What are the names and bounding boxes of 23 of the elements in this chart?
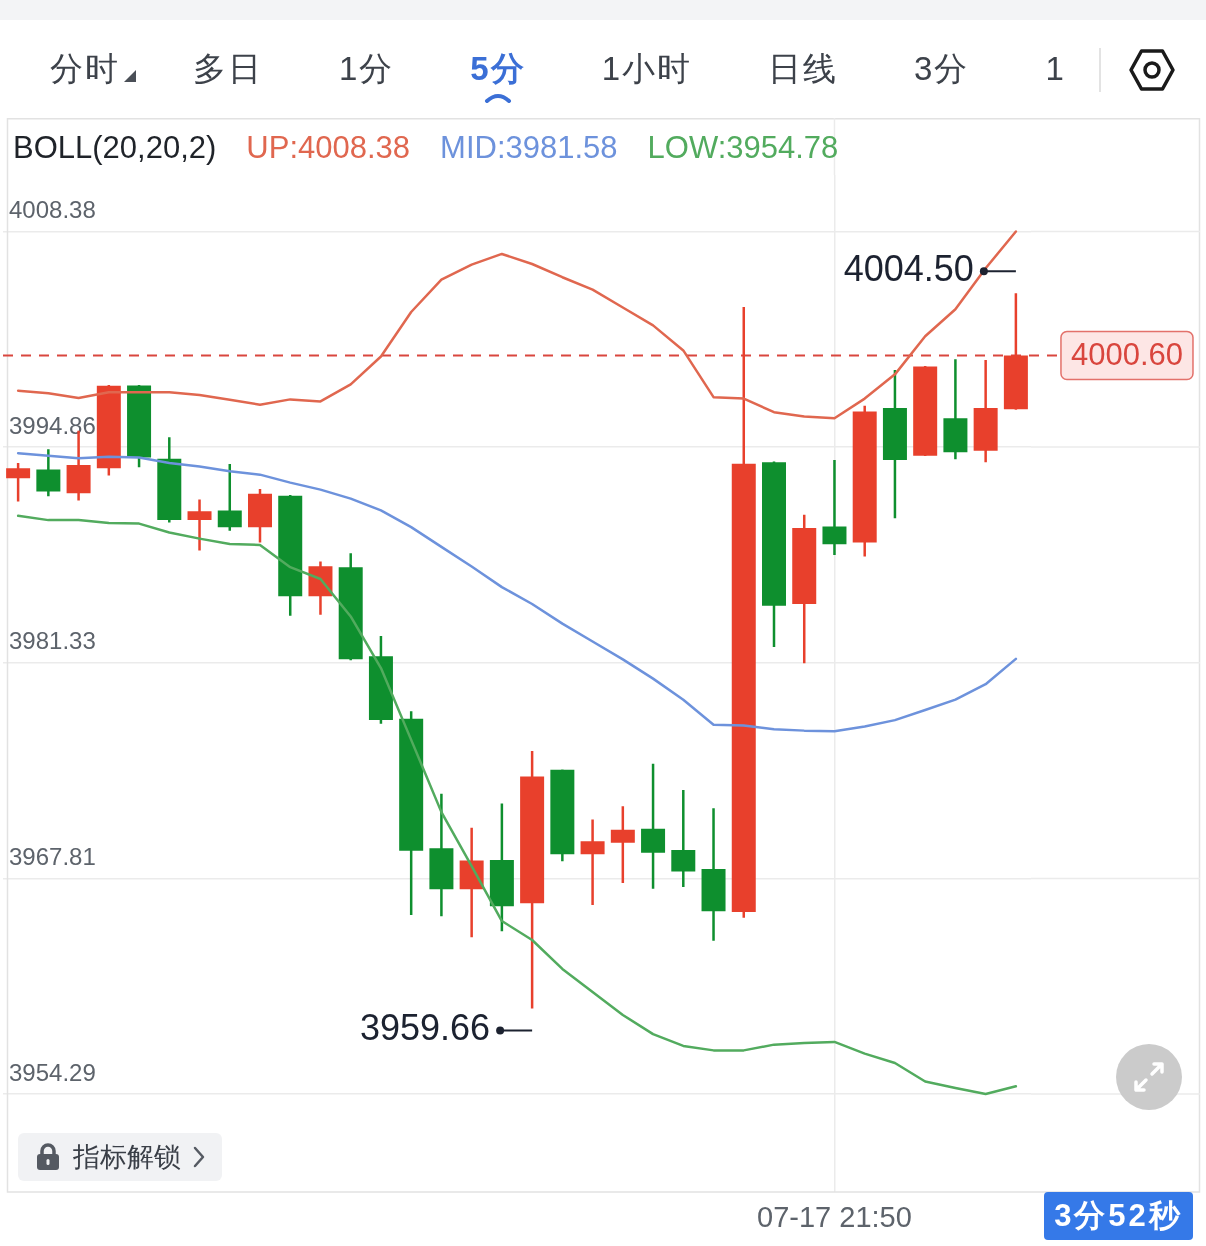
x-tick-label: 07-17 21:50 (757, 1201, 912, 1234)
text: 5分 (470, 49, 526, 89)
ref-line-label: 4000.60 (1070, 337, 1184, 373)
text: 3分 (914, 49, 970, 89)
y-tick-label: 3967.81 (9, 843, 96, 871)
text: 1分 (339, 49, 395, 89)
text: LOW:3954.78 (647, 130, 839, 166)
text: UP:4008.38 (246, 130, 411, 166)
text: MID:3981.58 (440, 130, 618, 166)
y-tick-label: 4008.38 (9, 196, 96, 224)
annotation: 3959.66 (359, 1007, 491, 1049)
annotation: 指标解锁 (73, 1141, 181, 1174)
annotation: 4004.50 (843, 248, 974, 290)
text: 1小时 (601, 49, 693, 89)
y-tick-label: 3981.33 (9, 627, 96, 655)
text: 日线 (768, 49, 839, 89)
y-tick-label: 3994.86 (9, 411, 96, 439)
legend-title: BOLL(20,20,2) (13, 130, 217, 166)
text: 3分52秒 (1054, 1197, 1183, 1235)
text: 多日 (193, 49, 263, 89)
text: 1 (1045, 49, 1066, 89)
y-tick-label: 3954.29 (9, 1058, 96, 1086)
text: 分时 (50, 49, 120, 89)
